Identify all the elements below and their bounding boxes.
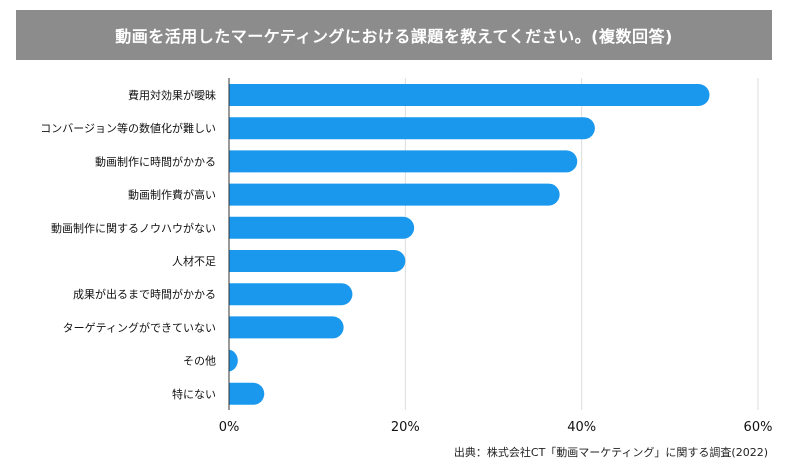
x-tick-label: 40% bbox=[567, 420, 596, 435]
axis-mask bbox=[217, 78, 229, 410]
bar bbox=[218, 316, 344, 339]
source-note: 出典：株式会社CT「動画マーケティング」に関する調査(2022) bbox=[453, 446, 768, 459]
category-label: 人材不足 bbox=[172, 254, 216, 268]
category-label: 特にない bbox=[172, 387, 216, 401]
bar bbox=[218, 84, 710, 106]
category-label: 動画制作に時間がかかる bbox=[95, 154, 216, 168]
category-label: コンバージョン等の数値化が難しい bbox=[40, 121, 216, 135]
x-tick-label: 60% bbox=[744, 420, 773, 435]
chart-title: 動画を活用したマーケティングにおける課題を教えてください。(複数回答) bbox=[16, 10, 772, 60]
category-label: 動画制作に関するノウハウがない bbox=[51, 221, 216, 235]
category-label: 費用対効果が曖昧 bbox=[128, 88, 216, 102]
bar bbox=[218, 216, 415, 239]
category-label: ターゲティングができていない bbox=[63, 320, 216, 334]
bar bbox=[218, 283, 353, 306]
bar bbox=[218, 250, 406, 272]
x-tick-label: 0% bbox=[219, 420, 240, 435]
x-tick-label: 20% bbox=[391, 420, 420, 435]
bar bbox=[218, 150, 578, 173]
bar bbox=[218, 183, 560, 206]
category-label: 動画制作費が高い bbox=[128, 188, 216, 202]
bar bbox=[218, 117, 595, 140]
category-label: その他 bbox=[183, 355, 216, 368]
category-label: 成果が出るまで時間がかかる bbox=[73, 287, 216, 301]
bar bbox=[218, 382, 265, 405]
